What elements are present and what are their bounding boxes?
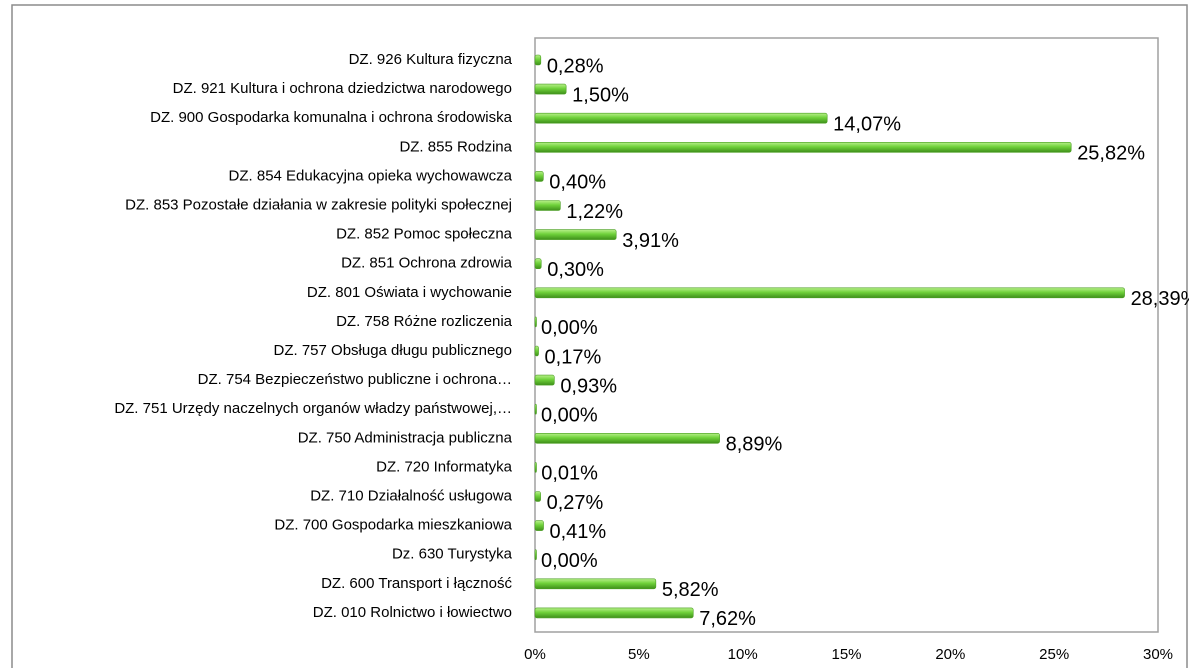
value-label: 0,01% <box>541 463 598 485</box>
y-tick-label: DZ. 720 Informatyka <box>376 458 513 475</box>
bar <box>534 112 828 124</box>
chart-border <box>11 4 1188 668</box>
y-tick-label: DZ. 010 Rolnictwo i łowiectwo <box>313 604 512 621</box>
y-tick-label: Dz. 630 Turystyka <box>392 546 513 563</box>
value-label: 0,17% <box>545 346 602 368</box>
bar <box>534 578 657 590</box>
bar <box>534 54 542 66</box>
plot-frame <box>534 37 1159 633</box>
value-label: 3,91% <box>622 230 679 252</box>
bar <box>534 142 1072 153</box>
y-tick-label: DZ. 900 Gospodarka komunalna i ochrona ś… <box>150 109 513 126</box>
x-tick-label: 15% <box>831 646 861 663</box>
bar <box>534 287 1125 299</box>
bar <box>534 403 537 415</box>
y-tick-label: DZ. 855 Rodzina <box>399 138 512 155</box>
bar <box>534 607 694 619</box>
value-label: 5,82% <box>662 579 719 601</box>
y-tick-label: DZ. 751 Urzędy naczelnych organów władzy… <box>114 400 512 417</box>
y-tick-label: DZ. 851 Ochrona zdrowia <box>341 255 513 272</box>
bar <box>534 171 544 182</box>
value-label: 0,41% <box>550 521 607 543</box>
y-tick-label: DZ. 853 Pozostałe działania w zakresie p… <box>125 196 512 213</box>
bar <box>534 200 561 211</box>
y-tick-label: DZ. 926 Kultura fizyczna <box>349 51 513 68</box>
x-tick-label: 20% <box>935 646 965 663</box>
value-label: 0,30% <box>547 259 604 281</box>
y-tick-label: DZ. 700 Gospodarka mieszkaniowa <box>274 517 512 534</box>
x-tick-label: 25% <box>1039 646 1069 663</box>
y-tick-label: DZ. 757 Obsługa długu publicznego <box>274 342 513 359</box>
value-label: 0,00% <box>541 317 598 339</box>
x-tick-label: 30% <box>1143 646 1173 663</box>
value-label: 1,50% <box>572 84 629 106</box>
bar <box>534 345 539 357</box>
bar <box>534 462 537 473</box>
value-label: 25,82% <box>1077 143 1145 165</box>
bar <box>534 520 544 531</box>
bar <box>534 229 617 240</box>
value-label: 0,40% <box>549 172 606 194</box>
bar <box>534 258 542 270</box>
value-label: 0,00% <box>541 550 598 572</box>
y-tick-label: DZ. 600 Transport i łączność <box>321 575 512 592</box>
y-tick-label: DZ. 921 Kultura i ochrona dziedzictwa na… <box>173 80 512 97</box>
value-label: 14,07% <box>833 113 901 135</box>
value-label: 7,62% <box>699 608 756 630</box>
y-tick-label: DZ. 754 Bezpieczeństwo publiczne i ochro… <box>198 371 512 388</box>
bar <box>534 432 720 444</box>
bar <box>534 491 541 502</box>
value-label: 0,28% <box>547 55 604 77</box>
bar <box>534 83 567 95</box>
bar <box>534 374 555 386</box>
y-tick-label: DZ. 852 Pomoc społeczna <box>336 226 513 243</box>
y-tick-label: DZ. 758 Różne rozliczenia <box>336 313 513 330</box>
x-tick-label: 5% <box>628 646 650 663</box>
y-tick-label: DZ. 854 Edukacyjna opieka wychowawcza <box>229 167 513 184</box>
bar <box>534 549 537 561</box>
bar <box>534 316 537 328</box>
y-tick-label: DZ. 710 Działalność usługowa <box>310 487 512 504</box>
x-tick-label: 10% <box>728 646 758 663</box>
y-tick-label: DZ. 750 Administracja publiczna <box>298 429 513 446</box>
value-label: 8,89% <box>726 434 783 456</box>
value-label: 28,39% <box>1131 288 1189 310</box>
value-label: 0,27% <box>547 492 604 514</box>
value-label: 1,22% <box>566 201 623 223</box>
x-tick-label: 0% <box>524 646 546 663</box>
y-tick-label: DZ. 801 Oświata i wychowanie <box>307 284 512 301</box>
value-label: 0,93% <box>560 375 617 397</box>
value-label: 0,00% <box>541 404 598 426</box>
